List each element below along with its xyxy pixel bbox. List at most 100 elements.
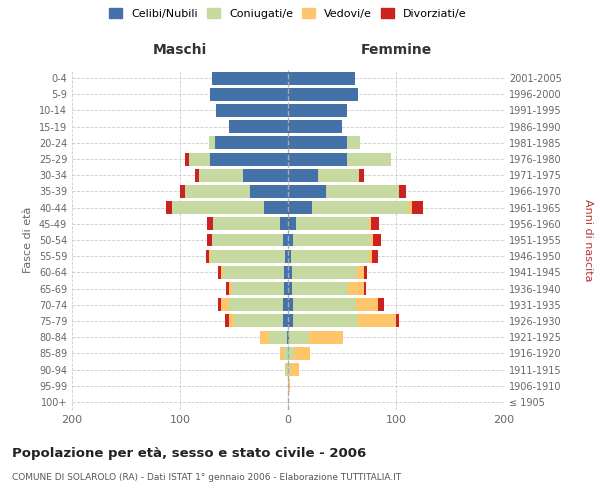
Bar bbox=[288, 169, 318, 181]
Bar bbox=[188, 152, 210, 166]
Bar bbox=[289, 330, 308, 344]
Bar bbox=[308, 330, 343, 344]
Bar bbox=[288, 218, 296, 230]
Bar bbox=[364, 266, 367, 279]
Bar bbox=[283, 298, 288, 311]
Bar bbox=[283, 234, 288, 246]
Bar bbox=[264, 201, 288, 214]
Bar bbox=[287, 330, 288, 344]
Bar bbox=[412, 201, 423, 214]
Bar bbox=[288, 266, 292, 279]
Bar bbox=[369, 250, 372, 262]
Bar bbox=[210, 152, 288, 166]
Bar bbox=[185, 185, 250, 198]
Bar bbox=[223, 266, 284, 279]
Bar bbox=[293, 298, 356, 311]
Bar bbox=[286, 363, 288, 376]
Bar bbox=[218, 266, 221, 279]
Bar bbox=[312, 201, 409, 214]
Text: Popolazione per età, sesso e stato civile - 2006: Popolazione per età, sesso e stato civil… bbox=[12, 448, 366, 460]
Bar bbox=[229, 298, 283, 311]
Bar bbox=[209, 250, 211, 262]
Bar bbox=[285, 250, 288, 262]
Bar bbox=[269, 330, 287, 344]
Bar bbox=[326, 185, 399, 198]
Bar bbox=[292, 282, 349, 295]
Bar bbox=[359, 169, 364, 181]
Bar bbox=[357, 266, 364, 279]
Bar bbox=[371, 234, 373, 246]
Bar bbox=[396, 314, 399, 328]
Bar bbox=[226, 314, 229, 328]
Bar bbox=[180, 185, 185, 198]
Bar bbox=[292, 266, 357, 279]
Bar bbox=[212, 72, 288, 85]
Bar bbox=[288, 185, 326, 198]
Y-axis label: Anni di nascita: Anni di nascita bbox=[583, 198, 593, 281]
Bar bbox=[199, 169, 242, 181]
Bar bbox=[284, 266, 288, 279]
Bar bbox=[288, 136, 347, 149]
Bar bbox=[318, 169, 359, 181]
Bar bbox=[288, 201, 312, 214]
Bar bbox=[409, 201, 412, 214]
Bar bbox=[212, 234, 283, 246]
Bar bbox=[288, 88, 358, 101]
Bar bbox=[242, 169, 288, 181]
Bar bbox=[207, 218, 214, 230]
Bar bbox=[358, 314, 396, 328]
Bar bbox=[185, 152, 188, 166]
Bar bbox=[288, 120, 342, 133]
Bar bbox=[288, 104, 347, 117]
Bar bbox=[349, 282, 364, 295]
Bar bbox=[288, 282, 292, 295]
Bar bbox=[293, 314, 358, 328]
Bar bbox=[293, 234, 371, 246]
Bar bbox=[229, 120, 288, 133]
Bar bbox=[232, 282, 284, 295]
Bar bbox=[166, 201, 172, 214]
Bar bbox=[288, 379, 290, 392]
Bar bbox=[288, 298, 293, 311]
Bar bbox=[211, 250, 285, 262]
Bar bbox=[221, 298, 229, 311]
Bar bbox=[285, 363, 286, 376]
Legend: Celibi/Nubili, Coniugati/e, Vedovi/e, Divorziati/e: Celibi/Nubili, Coniugati/e, Vedovi/e, Di… bbox=[109, 8, 467, 19]
Bar bbox=[373, 234, 381, 246]
Bar bbox=[280, 218, 288, 230]
Text: Femmine: Femmine bbox=[361, 43, 431, 57]
Bar bbox=[288, 363, 290, 376]
Bar bbox=[356, 298, 377, 311]
Bar bbox=[284, 282, 288, 295]
Bar bbox=[215, 136, 288, 149]
Bar bbox=[280, 347, 284, 360]
Bar bbox=[288, 347, 295, 360]
Bar bbox=[371, 218, 379, 230]
Bar bbox=[288, 330, 289, 344]
Bar bbox=[206, 250, 209, 262]
Bar bbox=[372, 250, 377, 262]
Bar bbox=[260, 330, 269, 344]
Bar bbox=[218, 298, 221, 311]
Bar bbox=[207, 234, 212, 246]
Bar bbox=[295, 347, 310, 360]
Bar bbox=[347, 136, 361, 149]
Text: COMUNE DI SOLAROLO (RA) - Dati ISTAT 1° gennaio 2006 - Elaborazione TUTTITALIA.I: COMUNE DI SOLAROLO (RA) - Dati ISTAT 1° … bbox=[12, 472, 401, 482]
Bar bbox=[296, 218, 369, 230]
Bar bbox=[215, 104, 288, 117]
Bar bbox=[214, 218, 280, 230]
Bar bbox=[221, 266, 223, 279]
Bar bbox=[288, 72, 355, 85]
Bar bbox=[210, 88, 288, 101]
Bar bbox=[290, 363, 299, 376]
Bar bbox=[229, 314, 234, 328]
Bar bbox=[195, 169, 199, 181]
Bar bbox=[347, 152, 391, 166]
Bar bbox=[288, 152, 347, 166]
Bar bbox=[172, 201, 264, 214]
Bar bbox=[209, 136, 215, 149]
Bar bbox=[288, 234, 293, 246]
Bar bbox=[288, 314, 293, 328]
Bar bbox=[283, 314, 288, 328]
Bar bbox=[288, 250, 291, 262]
